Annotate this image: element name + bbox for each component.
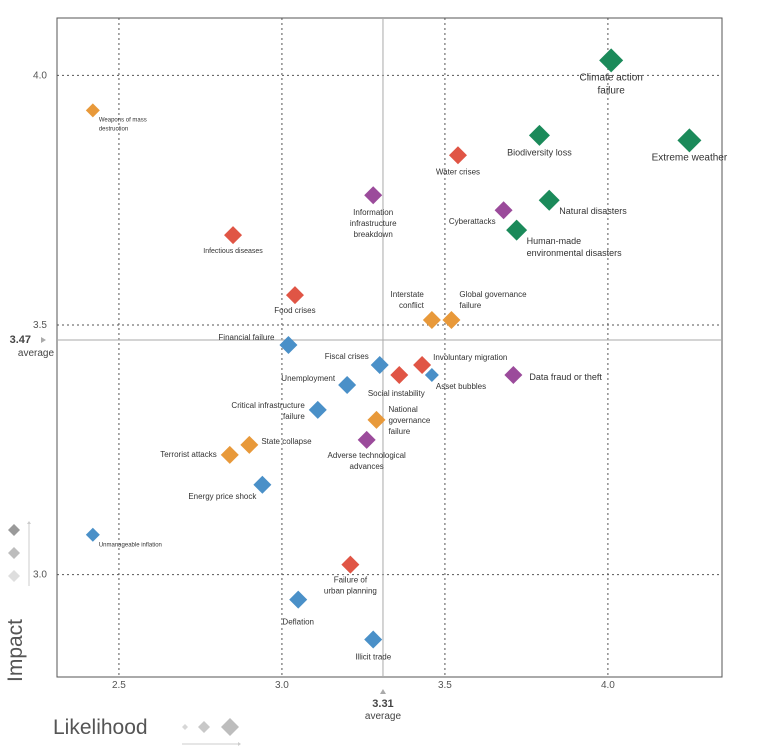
average-y-word: average bbox=[18, 348, 55, 359]
point-information-infrastructure-breakdown bbox=[364, 186, 383, 205]
point-adverse-technological-advances bbox=[357, 430, 376, 449]
label-global-governance-failure: Global governance failure bbox=[459, 290, 527, 310]
y-tick-label: 3.0 bbox=[33, 570, 47, 581]
point-illicit-trade bbox=[364, 630, 383, 649]
y-tick-label: 4.0 bbox=[33, 70, 47, 81]
plot-frame bbox=[56, 17, 723, 678]
label-fiscal-crises: Fiscal crises bbox=[325, 352, 369, 361]
point-failure-of-urban-planning bbox=[341, 555, 360, 574]
label-interstate-conflict: Interstate conflict bbox=[391, 290, 425, 310]
label-biodiversity-loss: Biodiversity loss bbox=[507, 147, 572, 157]
point-critical-infrastructure-failure bbox=[308, 400, 327, 419]
label-asset-bubbles: Asset bubbles bbox=[436, 382, 486, 391]
point-labels: Climate action failure Extreme weather Biod… bbox=[99, 72, 728, 661]
x-tick-label: 2.5 bbox=[112, 680, 126, 691]
point-financial-failure bbox=[279, 336, 298, 355]
average-y-marker bbox=[41, 337, 46, 344]
average-x-marker bbox=[379, 689, 386, 694]
label-failure-of-urban-planning: Failure of urban planning bbox=[324, 576, 377, 596]
label-involuntary-migration: Involuntary migration bbox=[433, 353, 507, 362]
point-fiscal-crises bbox=[370, 355, 389, 374]
label-climate-action-failure: Climate action failure bbox=[579, 72, 642, 96]
point-involuntary-migration bbox=[413, 355, 432, 374]
point-asset-bubbles bbox=[424, 367, 439, 382]
x-tick-label: 4.0 bbox=[601, 680, 615, 691]
label-energy-price-shock: Energy price shock bbox=[188, 492, 257, 501]
average-x-word: average bbox=[365, 711, 402, 722]
point-extreme-weather bbox=[677, 128, 702, 153]
label-weapons-of-mass-destruction: Weapons of mass destruction bbox=[99, 117, 147, 132]
point-terrorist-attacks bbox=[220, 445, 239, 464]
label-natural-disasters: Natural disasters bbox=[559, 206, 627, 216]
y-axis-title: Impact bbox=[4, 619, 27, 682]
x-axis-title: Likelihood bbox=[53, 716, 148, 739]
point-state-collapse bbox=[240, 435, 259, 454]
label-infectious-diseases: Infectious diseases bbox=[203, 248, 263, 255]
label-state-collapse: State collapse bbox=[261, 437, 312, 446]
label-data-fraud-or-theft: Data fraud or theft bbox=[529, 372, 602, 382]
point-social-instability bbox=[390, 365, 409, 384]
y-tick-label: 3.5 bbox=[33, 320, 47, 331]
axis-ticks: 2.5 3.0 3.5 4.0 3.0 3.5 4.0 bbox=[33, 70, 615, 691]
x-tick-label: 3.5 bbox=[438, 680, 452, 691]
point-cyberattacks bbox=[494, 201, 513, 220]
impact-size-indicator bbox=[8, 521, 31, 586]
point-climate-action-failure bbox=[599, 48, 624, 73]
label-deflation: Deflation bbox=[282, 618, 314, 627]
point-water-crises bbox=[448, 146, 467, 165]
label-extreme-weather: Extreme weather bbox=[652, 152, 728, 163]
label-critical-infrastructure-failure: Critical infrastructure failure bbox=[231, 401, 305, 421]
label-terrorist-attacks: Terrorist attacks bbox=[160, 450, 216, 459]
label-human-made-environmental-disasters: Human-made environmental disasters bbox=[527, 236, 623, 258]
point-natural-disasters bbox=[538, 189, 560, 211]
label-water-crises: Water crises bbox=[436, 167, 480, 176]
point-global-governance-failure bbox=[442, 311, 461, 330]
label-illicit-trade: Illicit trade bbox=[355, 653, 392, 662]
likelihood-size-indicator bbox=[182, 718, 241, 746]
label-social-instability: Social instability bbox=[368, 389, 425, 398]
label-unemployment: Unemployment bbox=[281, 374, 336, 383]
point-data-fraud-or-theft bbox=[504, 365, 523, 384]
point-deflation bbox=[289, 590, 308, 609]
label-unmanageable-inflation: Unmanageable inflation bbox=[99, 543, 162, 549]
point-biodiversity-loss bbox=[528, 124, 550, 146]
point-unemployment bbox=[338, 375, 357, 394]
x-tick-label: 3.0 bbox=[275, 680, 289, 691]
grid-layer bbox=[56, 17, 723, 678]
average-x-value: 3.31 bbox=[372, 698, 393, 710]
label-financial-failure: Financial failure bbox=[218, 333, 275, 342]
point-human-made-environmental-disasters bbox=[506, 219, 528, 241]
point-energy-price-shock bbox=[253, 475, 272, 494]
label-adverse-technological-advances: Adverse technological advances bbox=[328, 451, 406, 471]
label-food-crises: Food crises bbox=[274, 306, 315, 315]
point-unmanageable-inflation bbox=[85, 527, 100, 542]
point-interstate-conflict bbox=[422, 311, 441, 330]
point-food-crises bbox=[285, 286, 304, 305]
label-information-infrastructure-breakdown: Information infrastructure breakdown bbox=[350, 208, 397, 239]
label-national-governance-failure: National governance failure bbox=[388, 405, 430, 436]
point-national-governance-failure bbox=[367, 410, 386, 429]
point-weapons-of-mass-destruction bbox=[85, 103, 100, 118]
point-infectious-diseases bbox=[224, 226, 243, 245]
data-points bbox=[85, 48, 702, 649]
average-y-value: 3.47 bbox=[10, 334, 31, 346]
label-cyberattacks: Cyberattacks bbox=[449, 217, 496, 226]
